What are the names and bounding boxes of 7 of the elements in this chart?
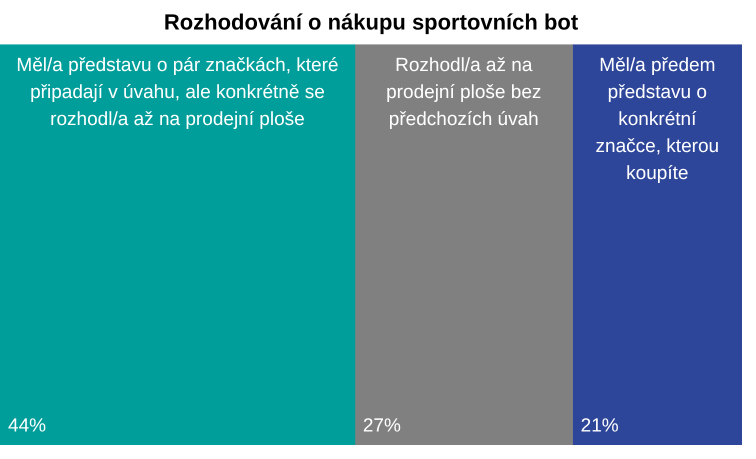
category-label: Rozhodl/a až na prodejní ploše bez předchozích úvah [386,55,542,130]
text: Rozhodování o nákupu sportovních bot [164,9,579,34]
data-label: 27% [362,416,402,437]
data-label: 44% [8,416,46,437]
category-label: Měl/a představu o pár značkách, které připadají v úvahu, ale konkrétně se rozhodl/a až na prodejní ploše [16,55,338,130]
category-label: Měl/a předem představu o konkrétní značce, kterou koupíte [596,55,720,184]
data-label: 21% [580,416,619,437]
